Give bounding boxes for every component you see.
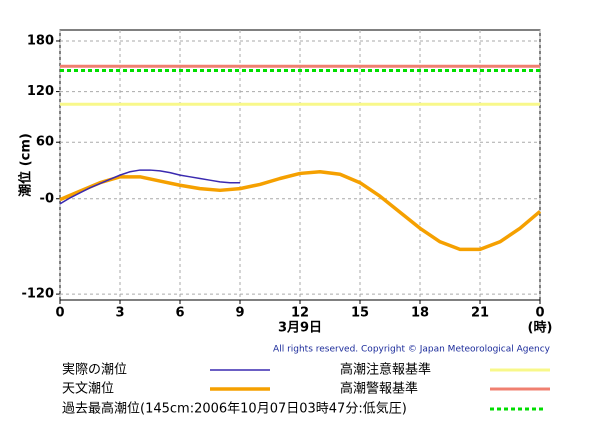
y-tick-label: 60 — [36, 135, 54, 150]
y-tick-label: -120 — [21, 287, 54, 302]
x-tick-label: 0 — [535, 306, 544, 321]
legend-label: 高潮注意報基準 — [340, 362, 431, 378]
x-tick-label: 21 — [471, 306, 489, 321]
x-tick-label: 3 — [115, 306, 124, 321]
y-tick-label: 120 — [27, 84, 54, 99]
copyright: All rights reserved. Copyright © Japan M… — [273, 345, 551, 355]
legend-label: 天文潮位 — [62, 382, 114, 397]
x-tick-label: 15 — [351, 306, 369, 321]
legend-label: 実際の潮位 — [62, 362, 127, 378]
x-tick-label: 0 — [55, 306, 64, 321]
x-axis-label: 3月9日 — [278, 321, 322, 336]
x-tick-label: 12 — [291, 306, 309, 321]
x-tick-label: 6 — [175, 306, 184, 321]
legend-label: 過去最高潮位(145cm:2006年10月07日03時47分:低気圧) — [62, 401, 407, 417]
x-unit: (時) — [528, 320, 553, 336]
x-tick-label: 18 — [411, 306, 429, 321]
data-line — [59, 170, 542, 252]
y-tick-label: 180 — [27, 33, 54, 48]
data-line — [59, 169, 240, 205]
y-tick-label: -0 — [40, 191, 54, 206]
x-tick-label: 9 — [235, 306, 244, 321]
y-axis-label: 潮位 (cm) — [18, 133, 34, 197]
legend-label: 高潮警報基準 — [340, 381, 418, 397]
